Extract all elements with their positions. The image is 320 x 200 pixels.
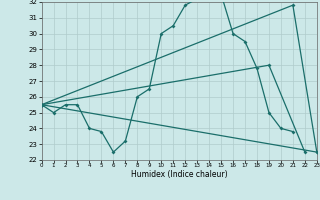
X-axis label: Humidex (Indice chaleur): Humidex (Indice chaleur) bbox=[131, 170, 228, 179]
